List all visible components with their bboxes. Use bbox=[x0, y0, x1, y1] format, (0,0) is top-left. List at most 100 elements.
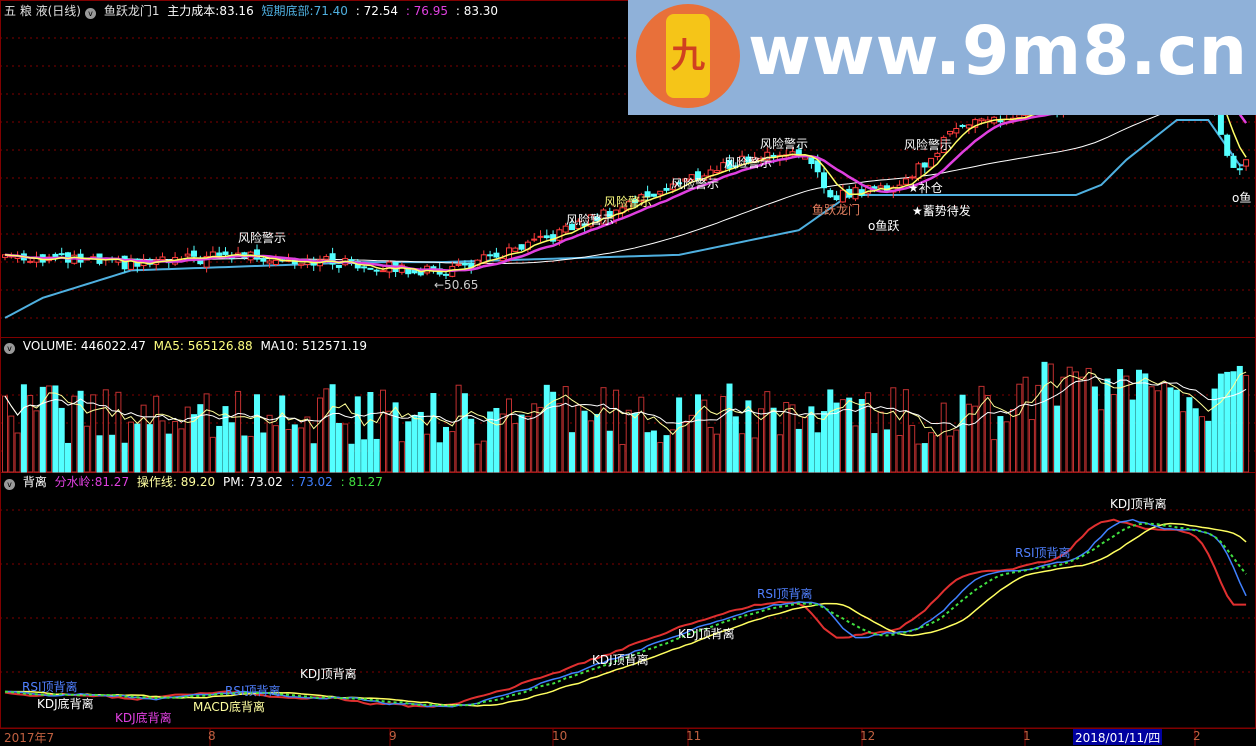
volume-bar bbox=[461, 393, 468, 473]
volume-bar bbox=[1161, 382, 1168, 473]
candle-down bbox=[833, 195, 840, 201]
candle-up bbox=[978, 118, 985, 122]
candle-down bbox=[644, 191, 651, 198]
candle-up bbox=[965, 124, 972, 129]
candle-down bbox=[821, 172, 827, 189]
volume-bar bbox=[556, 403, 563, 473]
volume-bar bbox=[1224, 371, 1231, 473]
volume-bar bbox=[512, 423, 519, 473]
candle-up bbox=[934, 152, 941, 158]
volume-bar bbox=[934, 435, 941, 473]
volume-bar bbox=[890, 387, 897, 473]
candle-up bbox=[587, 214, 594, 227]
candle-up bbox=[902, 178, 909, 185]
volume-bar bbox=[65, 442, 71, 473]
volume-header: v VOLUME: 446022.47 MA5: 565126.88 MA10:… bbox=[4, 338, 371, 354]
volume-bar bbox=[209, 436, 216, 473]
volume-bar bbox=[1073, 371, 1079, 473]
volume-bar bbox=[770, 407, 777, 473]
axis-label-oct: 10 bbox=[552, 729, 568, 743]
candle-down bbox=[594, 216, 601, 222]
candle-up bbox=[272, 259, 279, 266]
volume-bar bbox=[96, 435, 103, 473]
volume-bar bbox=[436, 442, 443, 473]
candle-up bbox=[928, 157, 935, 168]
volume-bar bbox=[947, 435, 953, 473]
volume-bar bbox=[1079, 376, 1086, 473]
volume-bar bbox=[46, 385, 53, 473]
volume-bar bbox=[468, 418, 475, 473]
watermark: 九 www.9m8.cn bbox=[628, 0, 1256, 115]
volume-bar bbox=[682, 421, 689, 473]
volume-bar bbox=[707, 426, 714, 473]
volume-bar bbox=[1186, 397, 1193, 473]
candle-down bbox=[430, 266, 437, 269]
fsl-label: 分水岭: bbox=[54, 475, 95, 489]
candle-down bbox=[493, 252, 500, 258]
bottom-value: 71.40 bbox=[313, 4, 348, 18]
volume-ma10: MA10: 512571.19 bbox=[260, 339, 368, 353]
volume-bar bbox=[632, 413, 638, 473]
volume-bar bbox=[858, 398, 865, 473]
candle-up bbox=[972, 119, 979, 128]
candle-down bbox=[569, 223, 575, 231]
volume-bar bbox=[638, 396, 645, 473]
volume-bar bbox=[1205, 420, 1212, 473]
volume-bar bbox=[222, 406, 229, 473]
volume-bar bbox=[1230, 371, 1237, 473]
volume-bar bbox=[1003, 421, 1010, 473]
volume-bar bbox=[1016, 383, 1023, 473]
candle-down bbox=[1230, 155, 1237, 168]
volume-bar bbox=[499, 413, 506, 473]
volume-bar bbox=[695, 394, 701, 473]
volume-bar bbox=[77, 390, 84, 473]
indicator-yellow-line bbox=[5, 522, 1247, 707]
volume-bar bbox=[361, 439, 368, 473]
volume-bar bbox=[713, 433, 720, 473]
volume-bar bbox=[39, 386, 46, 473]
volume-bar bbox=[978, 385, 985, 473]
candle-up bbox=[455, 263, 462, 266]
volume-bar bbox=[884, 429, 890, 473]
indicator2-name[interactable]: 背离 bbox=[22, 475, 47, 489]
volume-bar bbox=[581, 410, 588, 473]
volume-bar bbox=[663, 435, 670, 473]
volume-bar bbox=[172, 420, 179, 473]
volume-bar bbox=[959, 394, 966, 473]
volume-bar bbox=[83, 425, 90, 473]
volume-bar bbox=[1173, 389, 1180, 473]
volume-bar bbox=[776, 434, 783, 473]
candle-up bbox=[512, 247, 519, 252]
volume-bar bbox=[1142, 373, 1149, 473]
candle-down bbox=[632, 199, 638, 204]
indicator2-toggle-icon[interactable]: v bbox=[4, 479, 15, 490]
candle-down bbox=[827, 190, 834, 198]
candle-up bbox=[669, 183, 676, 191]
volume-bar bbox=[751, 437, 758, 473]
candle-up bbox=[947, 130, 953, 135]
volume-bar bbox=[254, 394, 260, 473]
volume-bar bbox=[789, 404, 796, 473]
candle-up bbox=[556, 229, 563, 241]
volume-toggle-icon[interactable]: v bbox=[4, 343, 15, 354]
volume-bar bbox=[165, 433, 172, 473]
volume-bar bbox=[298, 427, 305, 473]
indicator-header: v 背离 分水岭:81.27 操作线: 89.20 PM: 73.02 : 73… bbox=[4, 474, 387, 490]
candle-up bbox=[575, 220, 582, 230]
volume-bar bbox=[424, 433, 431, 473]
volume-bar bbox=[115, 391, 122, 473]
volume-bar bbox=[279, 395, 286, 473]
volume-bar bbox=[896, 434, 903, 473]
candle-down bbox=[487, 254, 494, 257]
volume-bar bbox=[669, 429, 676, 473]
candle-down bbox=[58, 253, 65, 256]
candle-up bbox=[562, 225, 569, 233]
indicator-toggle-icon[interactable]: v bbox=[85, 8, 96, 19]
volume-bar bbox=[650, 430, 657, 473]
volume-bar bbox=[940, 402, 947, 473]
indicator-name[interactable]: 鱼跃龙门1 bbox=[103, 4, 160, 18]
candle-down bbox=[222, 251, 229, 255]
candle-up bbox=[877, 185, 884, 189]
candle-down bbox=[726, 159, 733, 169]
